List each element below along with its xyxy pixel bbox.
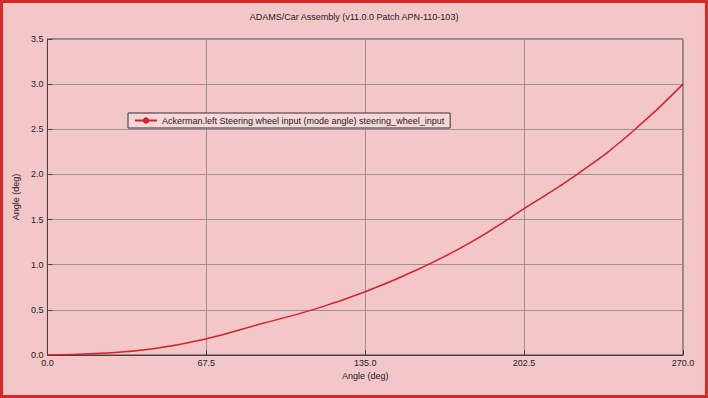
svg-text:2.0: 2.0 (31, 169, 44, 179)
svg-text:2.5: 2.5 (31, 124, 44, 134)
svg-text:Angle (deg): Angle (deg) (342, 371, 389, 381)
svg-text:0.0: 0.0 (30, 350, 44, 360)
svg-text:0.5: 0.5 (31, 305, 44, 315)
svg-text:3.5: 3.5 (31, 34, 44, 44)
svg-text:Angle (deg): Angle (deg) (11, 174, 21, 221)
svg-text:1.5: 1.5 (31, 215, 44, 225)
svg-text:0.0: 0.0 (41, 358, 54, 368)
svg-text:270.0: 270.0 (672, 358, 695, 368)
svg-text:135.0: 135.0 (354, 358, 377, 368)
svg-text:ADAMS/Car Assembly (v11.0.0 Pa: ADAMS/Car Assembly (v11.0.0 Patch APN-11… (250, 12, 459, 22)
svg-text:67.5: 67.5 (198, 358, 216, 368)
svg-text:Ackerman.left Steering wheel i: Ackerman.left Steering wheel input (mode… (162, 116, 445, 126)
svg-text:3.0: 3.0 (31, 79, 44, 89)
svg-text:1.0: 1.0 (31, 260, 44, 270)
svg-text:202.5: 202.5 (513, 358, 536, 368)
